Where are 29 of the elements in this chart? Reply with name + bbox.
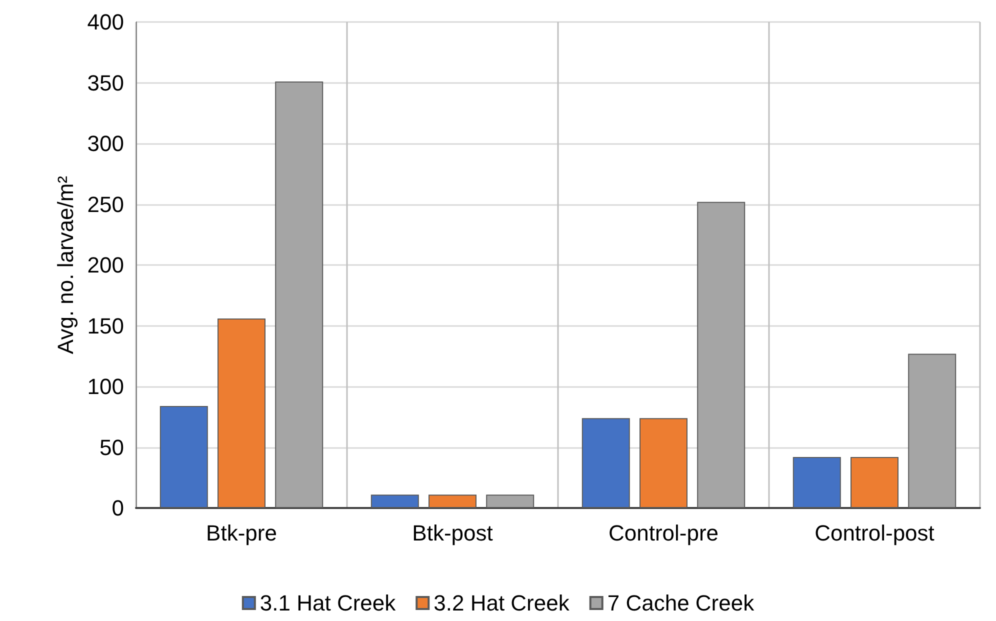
y-tick-label: 250 <box>87 192 124 217</box>
x-tick-label: Control-pre <box>608 520 719 546</box>
bar <box>908 354 956 508</box>
y-tick-label: 350 <box>87 70 124 96</box>
bar <box>486 494 534 508</box>
legend-label: 3.1 Hat Creek <box>260 590 397 616</box>
y-axis-title: Avg. no. larvae/m² <box>52 176 78 354</box>
y-tick-label: 50 <box>100 434 124 460</box>
y-tick-label: 300 <box>87 131 124 156</box>
legend-label: 3.2 Hat Creek <box>434 590 570 616</box>
y-tick-label: 0 <box>112 496 124 520</box>
x-tick-label: Btk-pre <box>206 520 277 546</box>
bar <box>582 418 630 508</box>
y-tick-label: 100 <box>87 374 124 399</box>
bar <box>370 494 419 508</box>
y-tick-label: 200 <box>87 252 124 278</box>
bar <box>218 318 266 508</box>
bar <box>275 82 324 508</box>
bar <box>850 456 898 508</box>
bar <box>160 406 208 508</box>
bar <box>792 456 841 508</box>
x-tick-label: Btk-post <box>412 520 493 546</box>
legend-label: 7 Cache Creek <box>607 590 756 616</box>
bar <box>428 494 476 508</box>
bar <box>697 202 746 508</box>
x-tick-label: Control-post <box>814 520 934 546</box>
y-tick-label: 400 <box>87 10 124 34</box>
bar <box>640 418 688 508</box>
y-tick-label: 150 <box>87 313 124 338</box>
